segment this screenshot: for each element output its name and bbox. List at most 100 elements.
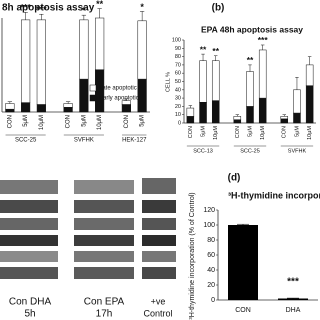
band: [142, 200, 176, 213]
group-label: SCC-25: [15, 138, 37, 144]
significance: **: [200, 44, 207, 54]
x-tick-label: 5μM: [200, 126, 206, 137]
bar-segment: [211, 60, 220, 101]
bar-segment: [280, 118, 289, 124]
significance: **: [247, 55, 254, 65]
x-tick-label: CON: [235, 126, 241, 138]
x-tick-label: 10μM: [307, 126, 313, 140]
bar-segment: [199, 102, 207, 124]
bar-segment: [79, 78, 89, 113]
bar-segment: [293, 89, 301, 114]
y-tick-label: 10: [175, 112, 181, 118]
x-tick-label: CON: [7, 115, 13, 128]
legend-label: Late apoptotic: [99, 86, 137, 92]
y-tick-label: 80: [207, 237, 215, 244]
bar-segment: [36, 104, 46, 113]
lane-label: Con DHA: [9, 297, 52, 308]
panel-label: (d): [228, 173, 241, 184]
x-tick-label: CON: [282, 126, 288, 138]
x-tick-label: CON: [235, 307, 251, 314]
x-tick-label: 5μM: [294, 126, 300, 137]
significance: ***: [36, 5, 47, 15]
bar-segment: [258, 97, 267, 124]
band: [74, 218, 134, 230]
y-axis-label: ³H-thymidine incorporation (% of Control…: [189, 192, 196, 319]
significance: *: [82, 6, 86, 16]
chart-title: 8h apoptosis assay: [2, 3, 95, 14]
bar-segment: [305, 85, 314, 124]
bar-segment: [63, 103, 73, 108]
y-tick-label: 40: [175, 87, 181, 93]
y-tick-label: 90: [175, 46, 181, 52]
y-axis-label: CELL %: [165, 72, 171, 92]
group-label: SVFHK: [74, 138, 94, 144]
bar-segment: [233, 119, 242, 124]
bar-segment: [280, 116, 289, 120]
bar-segment: [246, 106, 254, 124]
x-tick-label: 10μM: [97, 115, 103, 130]
x-tick-label: CON: [188, 126, 194, 138]
x-tick-label: 10μM: [213, 126, 219, 140]
bar: [228, 225, 258, 300]
lane-label: Con EPA: [84, 297, 125, 308]
bar-segment: [121, 104, 131, 113]
band: [74, 251, 134, 262]
x-tick-label: 5μM: [247, 126, 253, 137]
bar-segment: [211, 100, 220, 124]
bar-segment: [233, 116, 242, 120]
significance: **: [212, 46, 219, 56]
band: [74, 267, 134, 279]
y-tick-label: 80: [175, 54, 181, 60]
bar-segment: [79, 19, 89, 80]
legend-swatch: [89, 94, 97, 102]
bar-segment: [137, 78, 147, 113]
bar-segment: [258, 49, 267, 99]
y-tick-label: 40: [207, 267, 215, 274]
bar-segment: [137, 20, 147, 80]
x-tick-label: 5μM: [140, 115, 146, 127]
y-tick-label: 70: [175, 62, 181, 68]
significance: ***: [258, 35, 269, 45]
y-tick-label: 20: [207, 282, 215, 289]
lane-time: 5h: [24, 309, 35, 320]
significance: *: [140, 2, 144, 12]
band: [142, 178, 176, 194]
bar-segment: [36, 19, 46, 105]
band: [0, 267, 58, 279]
bar-segment: [21, 102, 31, 113]
band: [74, 180, 134, 194]
bar-segment: [186, 107, 195, 117]
group-label: SCC-13: [193, 148, 213, 154]
band: [142, 218, 176, 230]
band: [0, 235, 58, 246]
y-tick-label: 100: [172, 37, 181, 43]
y-tick-label: 60: [175, 71, 181, 77]
x-tick-label: 10μM: [39, 115, 45, 130]
group-label: SVFHK: [288, 148, 307, 154]
chart-title: ³H-thymidine incorporation: [228, 190, 320, 200]
y-tick-label: 120: [203, 207, 215, 214]
y-tick-label: 100: [203, 222, 215, 229]
x-tick-label: DHA: [286, 307, 301, 314]
x-tick-label: 10μM: [260, 126, 266, 140]
significance: **: [96, 0, 104, 9]
y-tick-label: 20: [175, 104, 181, 110]
bar-segment: [5, 103, 15, 110]
y-tick-label: 0: [211, 297, 215, 304]
bar-segment: [21, 19, 31, 103]
y-tick-label: 30: [175, 96, 181, 102]
y-tick-label: 0: [178, 120, 181, 126]
band: [74, 235, 134, 246]
bar-segment: [5, 108, 15, 113]
group-label: SCC-25: [240, 148, 260, 154]
lane-time: 17h: [96, 309, 113, 320]
band: [142, 251, 176, 262]
x-tick-label: 5μM: [81, 115, 87, 127]
y-tick-label: 60: [207, 252, 215, 259]
bar-segment: [305, 64, 314, 86]
x-tick-label: CON: [66, 115, 72, 128]
x-tick-label: 5μM: [23, 115, 29, 127]
group-label: HEK-127: [122, 138, 147, 144]
y-tick-label: 50: [175, 79, 181, 85]
